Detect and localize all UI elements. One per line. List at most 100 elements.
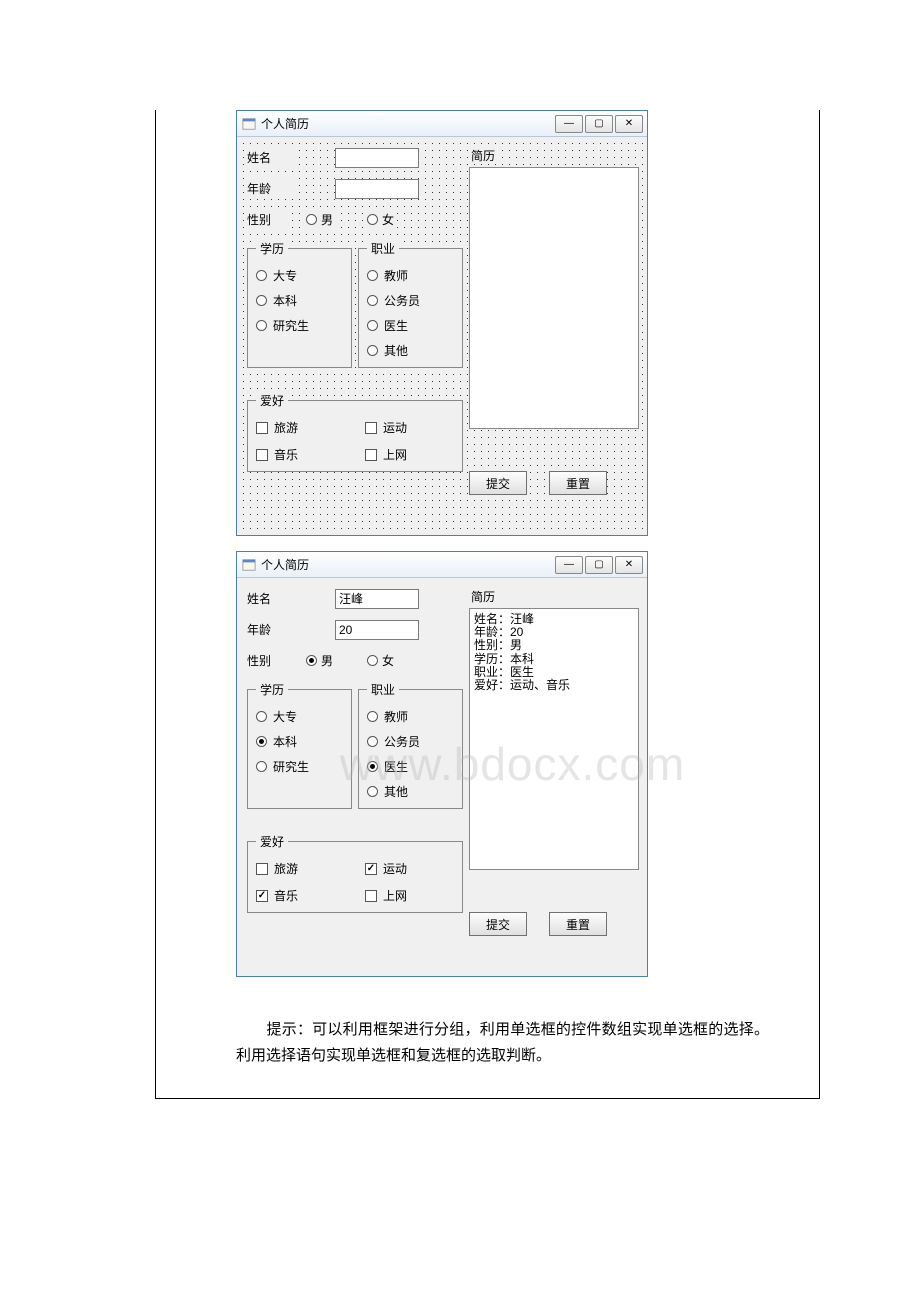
- window-design: 个人简历 — ▢ ✕ 姓名 年龄 性别: [236, 110, 648, 536]
- hobby-music-label: 音乐: [274, 446, 298, 463]
- gender-female-radio[interactable]: [367, 655, 378, 666]
- gender-female-label: 女: [382, 211, 394, 228]
- profession-group: 职业 教师 公务员 医生 其他: [358, 681, 463, 809]
- edu-radio-1[interactable]: [256, 736, 267, 747]
- hobby-group: 爱好 旅游 ✓ 运动 ✓ 音乐 上网: [247, 833, 463, 913]
- resume-textbox[interactable]: [469, 167, 639, 429]
- age-input[interactable]: [335, 179, 419, 199]
- prof-opt-3: 其他: [384, 783, 408, 800]
- prof-radio-1[interactable]: [367, 295, 378, 306]
- prof-radio-0[interactable]: [367, 270, 378, 281]
- submit-button[interactable]: 提交: [469, 471, 527, 495]
- resume-line: 学历：本科: [474, 653, 634, 666]
- education-group: 学历 大专 本科 研究生: [247, 240, 352, 368]
- edu-opt-0: 大专: [273, 267, 297, 284]
- edu-radio-2[interactable]: [256, 320, 267, 331]
- gender-male-radio[interactable]: [306, 655, 317, 666]
- hobby-sport-check[interactable]: ✓: [365, 863, 377, 875]
- hint-text: 提示：可以利用框架进行分组，利用单选框的控件数组实现单选框的选择。利用选择语句实…: [236, 1017, 789, 1068]
- profession-group: 职业 教师 公务员 医生 其他: [358, 240, 463, 368]
- edu-opt-1: 本科: [273, 292, 297, 309]
- name-label: 姓名: [247, 147, 295, 168]
- reset-button[interactable]: 重置: [549, 912, 607, 936]
- hobby-travel-check[interactable]: [256, 422, 268, 434]
- hobby-sport-label: 运动: [383, 419, 407, 436]
- document-border: 个人简历 — ▢ ✕ 姓名 年龄 性别: [155, 110, 820, 1099]
- prof-opt-2: 医生: [384, 317, 408, 334]
- hobby-travel-check[interactable]: [256, 863, 268, 875]
- resume-line: 职业：医生: [474, 666, 634, 679]
- age-label: 年龄: [247, 178, 295, 199]
- edu-radio-0[interactable]: [256, 711, 267, 722]
- window-buttons: — ▢ ✕: [555, 556, 643, 574]
- resume-line: 性别：男: [474, 639, 634, 652]
- prof-radio-0[interactable]: [367, 711, 378, 722]
- resume-textbox[interactable]: 姓名：汪峰 年龄：20 性别：男 学历：本科 职业：医生 爱好：运动、音乐: [469, 608, 639, 870]
- name-input[interactable]: [335, 148, 419, 168]
- name-label: 姓名: [247, 588, 295, 609]
- age-input[interactable]: [335, 620, 419, 640]
- edu-radio-2[interactable]: [256, 761, 267, 772]
- resume-label: 简历: [469, 588, 497, 605]
- prof-radio-3[interactable]: [367, 345, 378, 356]
- titlebar: 个人简历 — ▢ ✕: [237, 111, 647, 137]
- minimize-button[interactable]: —: [555, 115, 583, 133]
- maximize-button[interactable]: ▢: [585, 115, 613, 133]
- hobby-music-check[interactable]: [256, 449, 268, 461]
- hobby-travel-label: 旅游: [274, 860, 298, 877]
- maximize-button[interactable]: ▢: [585, 556, 613, 574]
- gender-male-radio[interactable]: [306, 214, 317, 225]
- edu-radio-0[interactable]: [256, 270, 267, 281]
- prof-opt-1: 公务员: [384, 292, 420, 309]
- titlebar: 个人简历 — ▢ ✕: [237, 552, 647, 578]
- name-input[interactable]: [335, 589, 419, 609]
- hobby-sport-check[interactable]: [365, 422, 377, 434]
- reset-button[interactable]: 重置: [549, 471, 607, 495]
- prof-radio-3[interactable]: [367, 786, 378, 797]
- prof-opt-0: 教师: [384, 708, 408, 725]
- form-icon: [241, 557, 257, 573]
- hobby-group: 爱好 旅游 运动 音乐 上网: [247, 392, 463, 472]
- edu-opt-2: 研究生: [273, 317, 309, 334]
- form-body: 姓名 年龄 性别 男: [237, 578, 647, 976]
- window-runtime: 个人简历 — ▢ ✕ 姓名 年龄: [236, 551, 648, 977]
- prof-radio-1[interactable]: [367, 736, 378, 747]
- edu-radio-1[interactable]: [256, 295, 267, 306]
- hobby-net-check[interactable]: [365, 890, 377, 902]
- window-buttons: — ▢ ✕: [555, 115, 643, 133]
- form-icon: [241, 116, 257, 132]
- education-legend: 学历: [256, 240, 288, 257]
- gender-female-radio[interactable]: [367, 214, 378, 225]
- hobby-music-label: 音乐: [274, 887, 298, 904]
- resume-line: 爱好：运动、音乐: [474, 679, 634, 692]
- edu-opt-1: 本科: [273, 733, 297, 750]
- education-legend: 学历: [256, 681, 288, 698]
- hobby-legend: 爱好: [256, 392, 288, 409]
- gender-label: 性别: [247, 209, 287, 230]
- close-button[interactable]: ✕: [615, 115, 643, 133]
- hobby-travel-label: 旅游: [274, 419, 298, 436]
- window-title: 个人简历: [261, 115, 555, 132]
- age-label: 年龄: [247, 619, 295, 640]
- prof-opt-3: 其他: [384, 342, 408, 359]
- prof-radio-2[interactable]: [367, 320, 378, 331]
- hobby-sport-label: 运动: [383, 860, 407, 877]
- minimize-button[interactable]: —: [555, 556, 583, 574]
- prof-opt-2: 医生: [384, 758, 408, 775]
- education-group: 学历 大专 本科 研究生: [247, 681, 352, 809]
- hobby-net-label: 上网: [383, 887, 407, 904]
- profession-legend: 职业: [367, 240, 399, 257]
- submit-button[interactable]: 提交: [469, 912, 527, 936]
- prof-opt-1: 公务员: [384, 733, 420, 750]
- gender-label: 性别: [247, 650, 287, 671]
- edu-opt-2: 研究生: [273, 758, 309, 775]
- gender-male-label: 男: [321, 652, 333, 669]
- gender-female-label: 女: [382, 652, 394, 669]
- hobby-legend: 爱好: [256, 833, 288, 850]
- hobby-music-check[interactable]: ✓: [256, 890, 268, 902]
- prof-radio-2[interactable]: [367, 761, 378, 772]
- prof-opt-0: 教师: [384, 267, 408, 284]
- close-button[interactable]: ✕: [615, 556, 643, 574]
- edu-opt-0: 大专: [273, 708, 297, 725]
- hobby-net-check[interactable]: [365, 449, 377, 461]
